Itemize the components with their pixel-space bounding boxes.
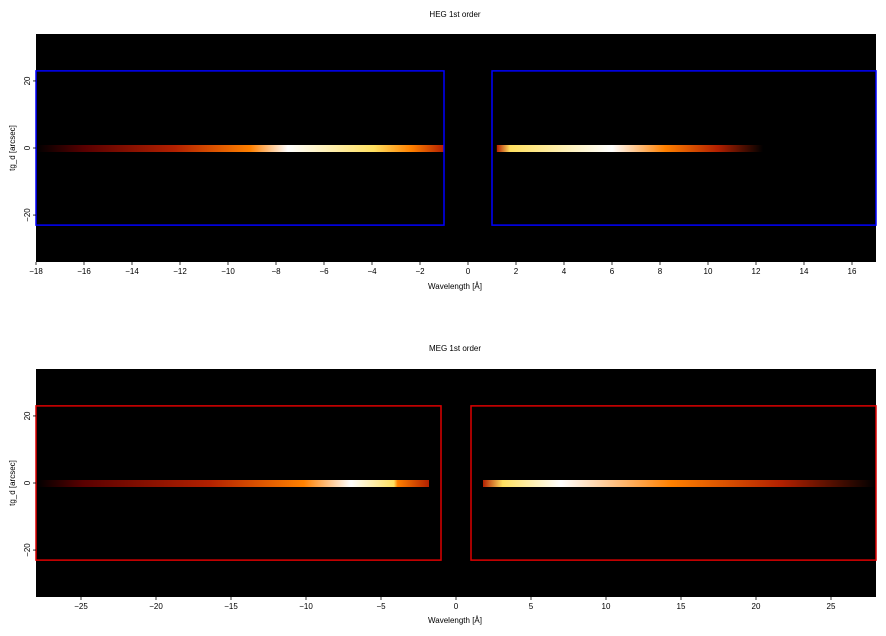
heg-y-axis: −20 0 20 xyxy=(23,76,36,222)
meg-x-tick-label: −20 xyxy=(149,602,163,611)
meg-x-tick-label: 0 xyxy=(454,602,459,611)
heg-x-tick-label: 12 xyxy=(752,267,761,276)
heg-x-tick-label: 14 xyxy=(800,267,809,276)
meg-x-tick-label: 10 xyxy=(602,602,611,611)
meg-region-box-positive xyxy=(470,405,877,561)
meg-panel: MEG 1st order −25 −20 −15 −10 −5 0 5 10 15 20 25 −… xyxy=(8,344,877,625)
meg-x-tick-label: 15 xyxy=(677,602,686,611)
heg-x-tick-label: 2 xyxy=(514,267,519,276)
meg-title: MEG 1st order xyxy=(429,344,481,353)
meg-x-axis: −25 −20 −15 −10 −5 0 5 10 15 20 25 xyxy=(74,597,836,611)
heg-x-tick-label: −10 xyxy=(221,267,235,276)
meg-y-axis: −20 0 20 xyxy=(23,411,36,557)
meg-x-tick-label: 25 xyxy=(827,602,836,611)
meg-y-tick-label: 0 xyxy=(23,480,32,485)
heg-x-tick-label: −4 xyxy=(367,267,377,276)
heg-x-tick-label: 6 xyxy=(610,267,615,276)
meg-y-tick-label: 20 xyxy=(23,411,32,420)
meg-trace-segment-left xyxy=(36,480,429,487)
meg-x-tick-label: −5 xyxy=(376,602,386,611)
heg-x-tick-label: −2 xyxy=(415,267,425,276)
meg-x-label: Wavelength [Å] xyxy=(428,616,482,625)
meg-x-tick-label: −15 xyxy=(224,602,238,611)
heg-x-axis: −18 −16 −14 −12 −10 −8 −6 −4 −2 0 2 4 6 8 10 12 14 16 xyxy=(29,262,857,276)
heg-y-tick-label: −20 xyxy=(23,208,32,222)
heg-y-label: tg_d [arcsec] xyxy=(8,125,17,171)
meg-trace-segment-right xyxy=(483,480,876,487)
heg-x-tick-label: 4 xyxy=(562,267,567,276)
heg-x-tick-label: −14 xyxy=(125,267,139,276)
heg-y-tick-label: 20 xyxy=(23,76,32,85)
heg-region-box-positive xyxy=(491,70,877,226)
heg-trace-segment-left xyxy=(36,145,444,152)
heg-x-tick-label: 16 xyxy=(848,267,857,276)
heg-y-tick-label: 0 xyxy=(23,145,32,150)
heg-panel: HEG 1st order −18 −16 −14 −12 −10 −8 −6 −4 −2 0 2 4… xyxy=(8,10,877,291)
heg-x-tick-label: 0 xyxy=(466,267,471,276)
meg-x-tick-label: 20 xyxy=(752,602,761,611)
heg-x-tick-label: −8 xyxy=(271,267,281,276)
heg-x-tick-label: −16 xyxy=(77,267,91,276)
heg-x-tick-label: 10 xyxy=(704,267,713,276)
meg-x-tick-label: 5 xyxy=(529,602,534,611)
heg-x-label: Wavelength [Å] xyxy=(428,282,482,291)
heg-x-tick-label: −6 xyxy=(319,267,329,276)
meg-y-tick-label: −20 xyxy=(23,543,32,557)
meg-y-label: tg_d [arcsec] xyxy=(8,460,17,506)
heg-trace-segment-right xyxy=(496,145,764,152)
heg-title: HEG 1st order xyxy=(429,10,480,19)
heg-x-tick-label: −18 xyxy=(29,267,43,276)
meg-x-tick-label: −10 xyxy=(299,602,313,611)
heg-x-tick-label: 8 xyxy=(658,267,663,276)
heg-x-tick-label: −12 xyxy=(173,267,187,276)
meg-x-tick-label: −25 xyxy=(74,602,88,611)
